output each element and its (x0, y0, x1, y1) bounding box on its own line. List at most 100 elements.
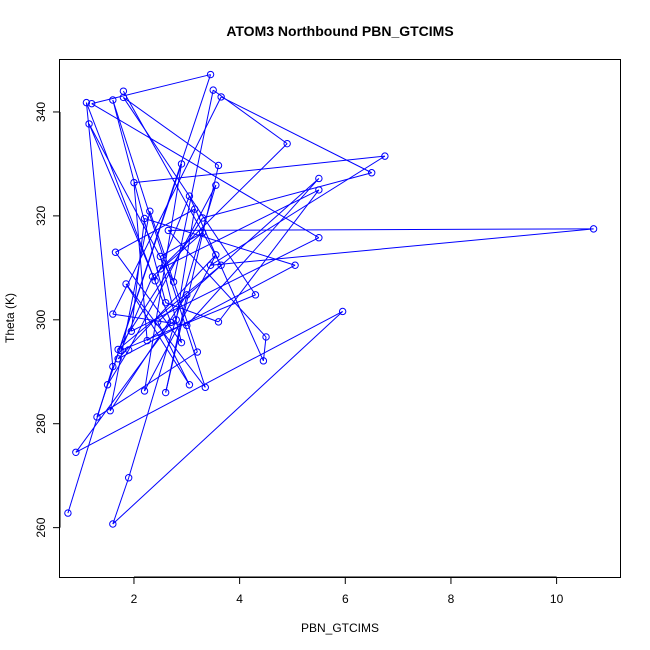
series-segment (96, 163, 182, 418)
data-point (127, 327, 136, 335)
data-point (185, 192, 194, 200)
x-tick-label: 6 (342, 592, 349, 606)
data-point (114, 355, 122, 363)
data-point (151, 277, 159, 285)
data-point (122, 280, 130, 288)
data-point (64, 509, 72, 517)
y-tick-label: 300 (34, 309, 48, 329)
data-point (109, 362, 117, 371)
data-point (156, 265, 165, 273)
data-point (315, 234, 323, 242)
data-point (161, 388, 170, 397)
x-tick-label: 4 (236, 592, 243, 606)
series-segment (175, 209, 196, 320)
series-segment (188, 195, 264, 362)
series-segment (117, 264, 222, 350)
series-segment (85, 102, 114, 367)
y-axis-label: Theta (K) (3, 293, 17, 343)
series-segment (91, 74, 211, 105)
data-point (206, 261, 215, 269)
data-point (154, 318, 162, 326)
data-point (146, 207, 154, 215)
data-point (283, 139, 291, 148)
data-point (217, 93, 225, 101)
x-axis: 2 4 6 8 10 (131, 576, 564, 606)
data-point (201, 383, 209, 392)
data-point (209, 86, 217, 94)
series-segment (75, 322, 172, 453)
data-point (111, 248, 120, 256)
data-point (212, 251, 220, 259)
series-segment (154, 195, 190, 282)
series-segment (133, 155, 385, 184)
data-point (177, 160, 186, 168)
data-point (109, 310, 117, 318)
series-segment (123, 97, 219, 166)
data-point (130, 178, 138, 187)
series-segment (210, 228, 594, 266)
data-point (114, 345, 122, 354)
series-points (64, 70, 598, 528)
series-segment (125, 283, 190, 386)
series-segment (117, 264, 296, 360)
y-tick-label: 280 (34, 413, 48, 433)
series-segment (88, 123, 175, 283)
data-point (367, 169, 376, 177)
data-point (251, 291, 260, 299)
series-segment (112, 477, 130, 525)
data-point (85, 120, 93, 128)
series-segment (112, 99, 167, 303)
series-segment (91, 103, 320, 239)
data-point (82, 98, 91, 107)
series-segment (122, 90, 222, 266)
data-point (140, 387, 149, 395)
data-point (291, 261, 299, 269)
data-point (214, 318, 223, 326)
series-segment (117, 217, 204, 350)
data-point (191, 205, 199, 213)
series-segment (109, 211, 151, 411)
data-point (161, 298, 170, 307)
y-axis: 260 280 300 320 340 (34, 102, 61, 538)
series-segment (107, 349, 130, 386)
data-point (185, 381, 194, 389)
data-point (156, 252, 165, 261)
data-point (381, 152, 389, 160)
data-point (212, 181, 220, 189)
series-segment (168, 228, 594, 231)
data-point (259, 357, 268, 365)
series-segment (128, 184, 217, 351)
series-segment (160, 189, 320, 270)
x-tick-label: 2 (131, 592, 138, 606)
series-segment (112, 96, 222, 315)
series-segment (88, 123, 156, 282)
data-point (119, 93, 128, 102)
series-segment (120, 276, 153, 351)
data-point (109, 520, 117, 528)
data-point (198, 228, 207, 237)
series-segment (125, 283, 206, 388)
series-segment (115, 251, 182, 343)
series-segment (167, 230, 267, 338)
series-segment (117, 254, 217, 360)
data-point (106, 407, 114, 415)
data-point (262, 333, 270, 341)
data-point (198, 214, 207, 222)
data-point (206, 70, 215, 79)
data-point (72, 448, 80, 456)
chart-title: ATOM3 Northbound PBN_GTCIMS (226, 23, 453, 39)
series-segment (262, 336, 267, 361)
data-point (172, 316, 180, 324)
series-segment (157, 321, 190, 385)
series-segment (159, 256, 182, 343)
x-tick-label: 8 (448, 592, 455, 606)
data-point (140, 214, 149, 223)
series-segment (144, 163, 183, 392)
data-point (124, 346, 133, 354)
data-point (103, 381, 112, 389)
series-segment (144, 254, 217, 392)
series-segment (131, 237, 320, 332)
data-point (183, 291, 191, 299)
series-segment (112, 311, 343, 525)
